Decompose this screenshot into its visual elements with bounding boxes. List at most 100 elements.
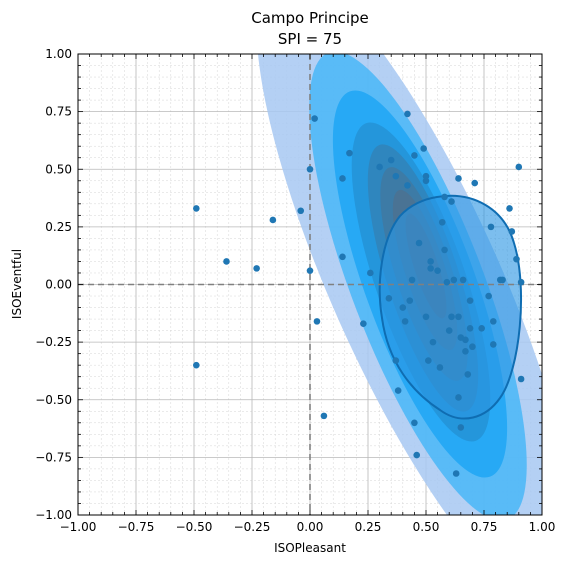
data-point	[399, 304, 407, 311]
data-point	[360, 320, 367, 327]
data-point	[339, 175, 346, 182]
data-point	[448, 198, 455, 205]
data-point	[404, 110, 411, 118]
data-point	[429, 338, 437, 346]
data-point	[515, 163, 523, 171]
data-point	[427, 265, 434, 272]
y-tick-label: −0.50	[35, 393, 72, 407]
x-axis-label: ISOPleasant	[274, 541, 346, 555]
data-point	[506, 205, 513, 212]
x-tick-label: −0.25	[234, 520, 271, 534]
data-point	[425, 357, 432, 364]
data-point	[466, 297, 474, 304]
data-point	[517, 375, 525, 383]
x-tick-label: 0.25	[355, 520, 382, 534]
x-tick-label: −1.00	[60, 520, 97, 534]
data-point	[339, 253, 346, 261]
data-point	[193, 361, 200, 369]
y-tick-label: 0.25	[45, 220, 72, 234]
data-point	[376, 163, 383, 171]
y-tick-label: −0.25	[35, 335, 72, 349]
data-point	[478, 324, 485, 332]
data-point	[455, 394, 462, 401]
data-point	[422, 313, 430, 321]
chart-subtitle: SPI = 75	[278, 30, 342, 48]
data-point	[513, 255, 520, 263]
data-point	[462, 336, 469, 344]
data-point	[462, 348, 469, 355]
data-point	[306, 165, 314, 173]
y-axis-label: ISOEventful	[10, 249, 24, 319]
data-point	[443, 278, 451, 286]
data-point	[411, 419, 418, 427]
data-point	[422, 177, 430, 185]
data-point	[411, 152, 418, 159]
data-point	[489, 318, 497, 325]
y-tick-label: 0.50	[45, 162, 72, 176]
data-point	[420, 145, 427, 152]
reference-lines	[78, 54, 542, 515]
data-point	[392, 357, 400, 364]
data-point	[385, 295, 393, 302]
data-point	[223, 258, 230, 265]
data-point	[450, 276, 458, 284]
data-point	[469, 343, 476, 351]
data-point	[459, 276, 467, 284]
data-point	[313, 318, 321, 325]
data-point	[471, 179, 479, 187]
data-point	[517, 278, 525, 286]
x-tick-label: −0.50	[176, 520, 213, 534]
data-points	[193, 110, 525, 477]
data-point	[422, 172, 430, 180]
data-point	[320, 412, 328, 420]
y-tick-label: −0.75	[35, 450, 72, 464]
data-point	[404, 182, 411, 189]
data-point	[394, 387, 402, 394]
data-point	[415, 239, 423, 247]
density-contours	[256, 54, 542, 515]
data-point	[436, 364, 444, 371]
data-point	[499, 276, 506, 284]
data-point	[367, 269, 374, 277]
x-tick-label: −0.75	[118, 520, 155, 534]
x-tick-label: 0.50	[413, 520, 440, 534]
data-point	[466, 324, 474, 332]
data-point	[297, 207, 305, 215]
data-point	[441, 246, 448, 254]
data-point	[448, 313, 455, 321]
target-region	[378, 194, 522, 420]
data-point	[485, 292, 492, 300]
x-tick-label: 1.00	[529, 520, 556, 534]
data-point	[346, 149, 353, 157]
data-point	[392, 172, 400, 180]
data-point	[427, 258, 434, 265]
x-tick-label: 0.75	[471, 520, 498, 534]
y-tick-label: 0.75	[45, 105, 72, 119]
y-tick-labels: −1.00 −0.75 −0.50 −0.25 0.00 0.25 0.50 0.75 1.00	[35, 47, 72, 522]
chart-title: Campo Principe	[251, 9, 369, 27]
data-point	[438, 218, 446, 226]
data-point	[464, 371, 472, 378]
x-tick-labels: −1.00 −0.75 −0.50 −0.25 0.00 0.25 0.50 0.75 1.00	[60, 520, 556, 534]
y-tick-label: 0.00	[45, 278, 72, 292]
data-point	[269, 216, 277, 224]
y-tick-label: −1.00	[35, 508, 72, 522]
x-tick-label: 0.00	[297, 520, 324, 534]
data-point	[508, 228, 516, 235]
data-point	[434, 267, 441, 274]
data-point	[452, 470, 460, 477]
data-point	[487, 223, 495, 231]
data-point	[455, 175, 462, 182]
data-point	[311, 115, 318, 122]
data-point	[408, 276, 416, 284]
data-point	[445, 327, 453, 334]
y-tick-label: 1.00	[45, 47, 72, 61]
data-point	[401, 318, 409, 325]
data-point	[306, 267, 314, 274]
data-point	[387, 156, 395, 164]
axis-ticks	[77, 53, 543, 516]
data-point	[253, 265, 260, 272]
data-point	[193, 205, 200, 212]
data-point	[489, 341, 497, 348]
